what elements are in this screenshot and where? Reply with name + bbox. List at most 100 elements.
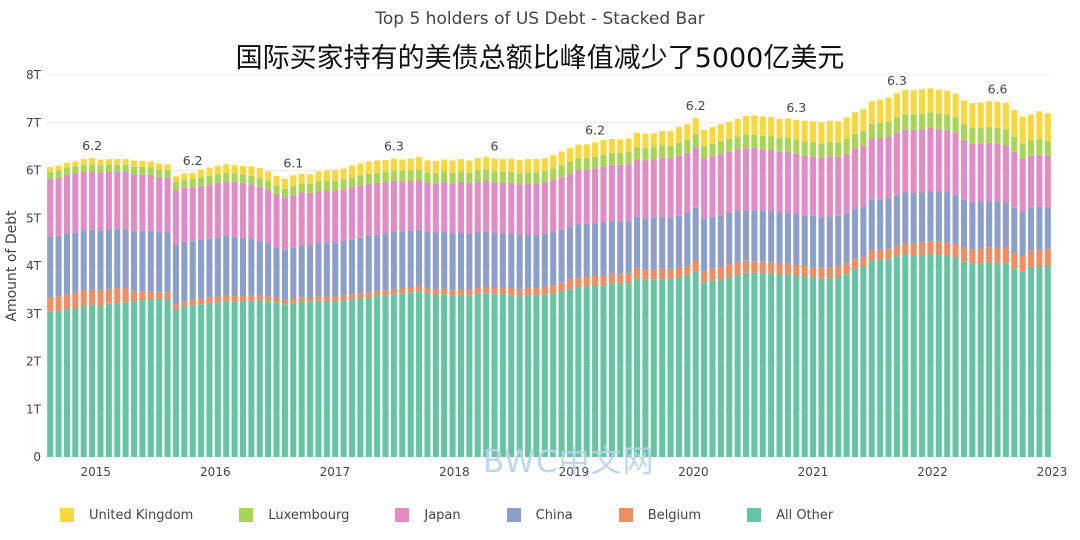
- bar-segment-all-other: [1044, 266, 1051, 457]
- bar-segment-luxembourg: [365, 173, 372, 184]
- bar-segment-japan: [131, 174, 138, 232]
- bar-segment-luxembourg: [239, 174, 247, 183]
- bar-segment-china: [47, 236, 54, 298]
- bar-segment-japan: [877, 138, 884, 200]
- bar-segment-united-kingdom: [784, 118, 791, 139]
- bar-segment-china: [298, 245, 305, 298]
- legend-swatch: [60, 508, 74, 522]
- bar-segment-belgium: [994, 247, 1001, 263]
- bar-segment-japan: [1044, 155, 1051, 208]
- bar-segment-belgium: [47, 297, 54, 312]
- bar-segment-china: [508, 234, 515, 288]
- bar-segment-japan: [47, 179, 54, 237]
- bar-segment-all-other: [734, 275, 741, 457]
- bar-segment-japan: [525, 183, 532, 235]
- bar-segment-united-kingdom: [843, 117, 850, 139]
- bar-segment-all-other: [122, 302, 129, 457]
- bar-segment-japan: [122, 171, 129, 230]
- bar-segment-all-other: [952, 257, 959, 457]
- bar-segment-belgium: [851, 259, 859, 270]
- bar-segment-japan: [986, 142, 993, 202]
- stacked-bar-chart: 0 1T 2T 3T 4T 5T 6T 7T 8T Amount of Debt 6.2 6.2 6.1…: [4, 68, 1067, 479]
- bar-segment-all-other: [323, 301, 330, 457]
- bar-segment-china: [499, 233, 506, 288]
- bar-segment-all-other: [164, 298, 171, 457]
- bar-segment-luxembourg: [684, 139, 691, 153]
- bar-segment-luxembourg: [541, 170, 548, 182]
- bar-segment-japan: [206, 184, 213, 239]
- bar-segment-japan: [726, 151, 733, 213]
- bar-segment-japan: [399, 181, 406, 232]
- bar-segment-united-kingdom: [1011, 109, 1018, 137]
- bar-segment-united-kingdom: [826, 120, 833, 142]
- legend-label: Luxembourg: [268, 507, 350, 523]
- bar-segment-luxembourg: [793, 139, 800, 154]
- bar-segment-united-kingdom: [457, 159, 464, 172]
- bar-segment-united-kingdom: [114, 159, 121, 165]
- bar-segment-belgium: [105, 288, 112, 304]
- bar-segment-all-other: [281, 304, 288, 457]
- bar-segment-japan: [63, 174, 70, 234]
- bar-segment-belgium: [298, 297, 305, 302]
- bar-segment-luxembourg: [424, 172, 431, 183]
- bar-segment-united-kingdom: [659, 130, 666, 146]
- bar-segment-china: [726, 213, 733, 265]
- bar-segment-belgium: [952, 244, 959, 258]
- bar-segment-luxembourg: [742, 134, 750, 149]
- bar-segment-belgium: [365, 292, 372, 298]
- bar-segment-all-other: [189, 305, 196, 457]
- bar-segment-japan: [751, 148, 758, 211]
- bar-segment-united-kingdom: [164, 164, 171, 171]
- bar-segment-belgium: [206, 297, 213, 303]
- legend-label: Japan: [424, 507, 461, 523]
- bar-segment-belgium: [424, 287, 431, 293]
- bar-segment-united-kingdom: [617, 139, 624, 153]
- bar-segment-united-kingdom: [265, 171, 272, 181]
- bar-segment-united-kingdom: [390, 158, 397, 171]
- bar-segment-luxembourg: [214, 174, 221, 183]
- bar-segment-belgium: [508, 287, 515, 296]
- bar-segment-china: [944, 192, 951, 243]
- bar-segment-china: [516, 235, 523, 289]
- bar-segment-japan: [592, 168, 599, 224]
- bar-segment-japan: [516, 184, 523, 236]
- bar-segment-belgium: [457, 288, 464, 295]
- legend-item[interactable]: Luxembourg: [239, 508, 349, 523]
- bar-segment-luxembourg: [1028, 140, 1035, 156]
- bar-segment-all-other: [265, 301, 272, 457]
- bar-segment-united-kingdom: [231, 165, 238, 174]
- bar-segment-united-kingdom: [600, 139, 607, 155]
- bar-segment-belgium: [265, 296, 272, 302]
- bar-segment-all-other: [147, 299, 154, 457]
- bar-segment-luxembourg: [634, 147, 641, 160]
- bar-segment-all-other: [642, 279, 649, 457]
- legend-item[interactable]: Japan: [395, 507, 461, 523]
- bar-segment-belgium: [483, 286, 490, 294]
- bar-segment-luxembourg: [466, 172, 473, 183]
- bar-segment-united-kingdom: [424, 160, 431, 173]
- bar-segment-united-kingdom: [248, 166, 255, 176]
- bar-segment-china: [994, 201, 1001, 248]
- bar-segment-belgium: [273, 297, 280, 303]
- bar-segment-japan: [248, 184, 255, 239]
- bar-segment-japan: [969, 143, 976, 203]
- bar-segment-china: [960, 199, 967, 248]
- bar-segment-china: [1028, 207, 1035, 251]
- bar-segment-belgium: [902, 243, 909, 255]
- bar-segment-china: [407, 230, 414, 287]
- bar-segment-china: [265, 243, 272, 297]
- bar-segment-united-kingdom: [281, 179, 288, 189]
- legend-item[interactable]: China: [506, 508, 573, 523]
- bar-segment-united-kingdom: [298, 173, 305, 184]
- legend-item[interactable]: All Other: [747, 508, 833, 523]
- bar-segment-united-kingdom: [910, 90, 917, 115]
- bar-segment-united-kingdom: [290, 175, 297, 187]
- bar-segment-china: [1044, 207, 1051, 249]
- legend-item[interactable]: United Kingdom: [60, 508, 193, 523]
- legend-item[interactable]: Belgium: [618, 508, 701, 523]
- bar-segment-all-other: [424, 292, 431, 457]
- bar-segment-luxembourg: [491, 171, 498, 183]
- bar-segment-belgium: [944, 242, 951, 256]
- bar-segment-all-other: [650, 279, 657, 457]
- bar-segment-luxembourg: [675, 142, 682, 156]
